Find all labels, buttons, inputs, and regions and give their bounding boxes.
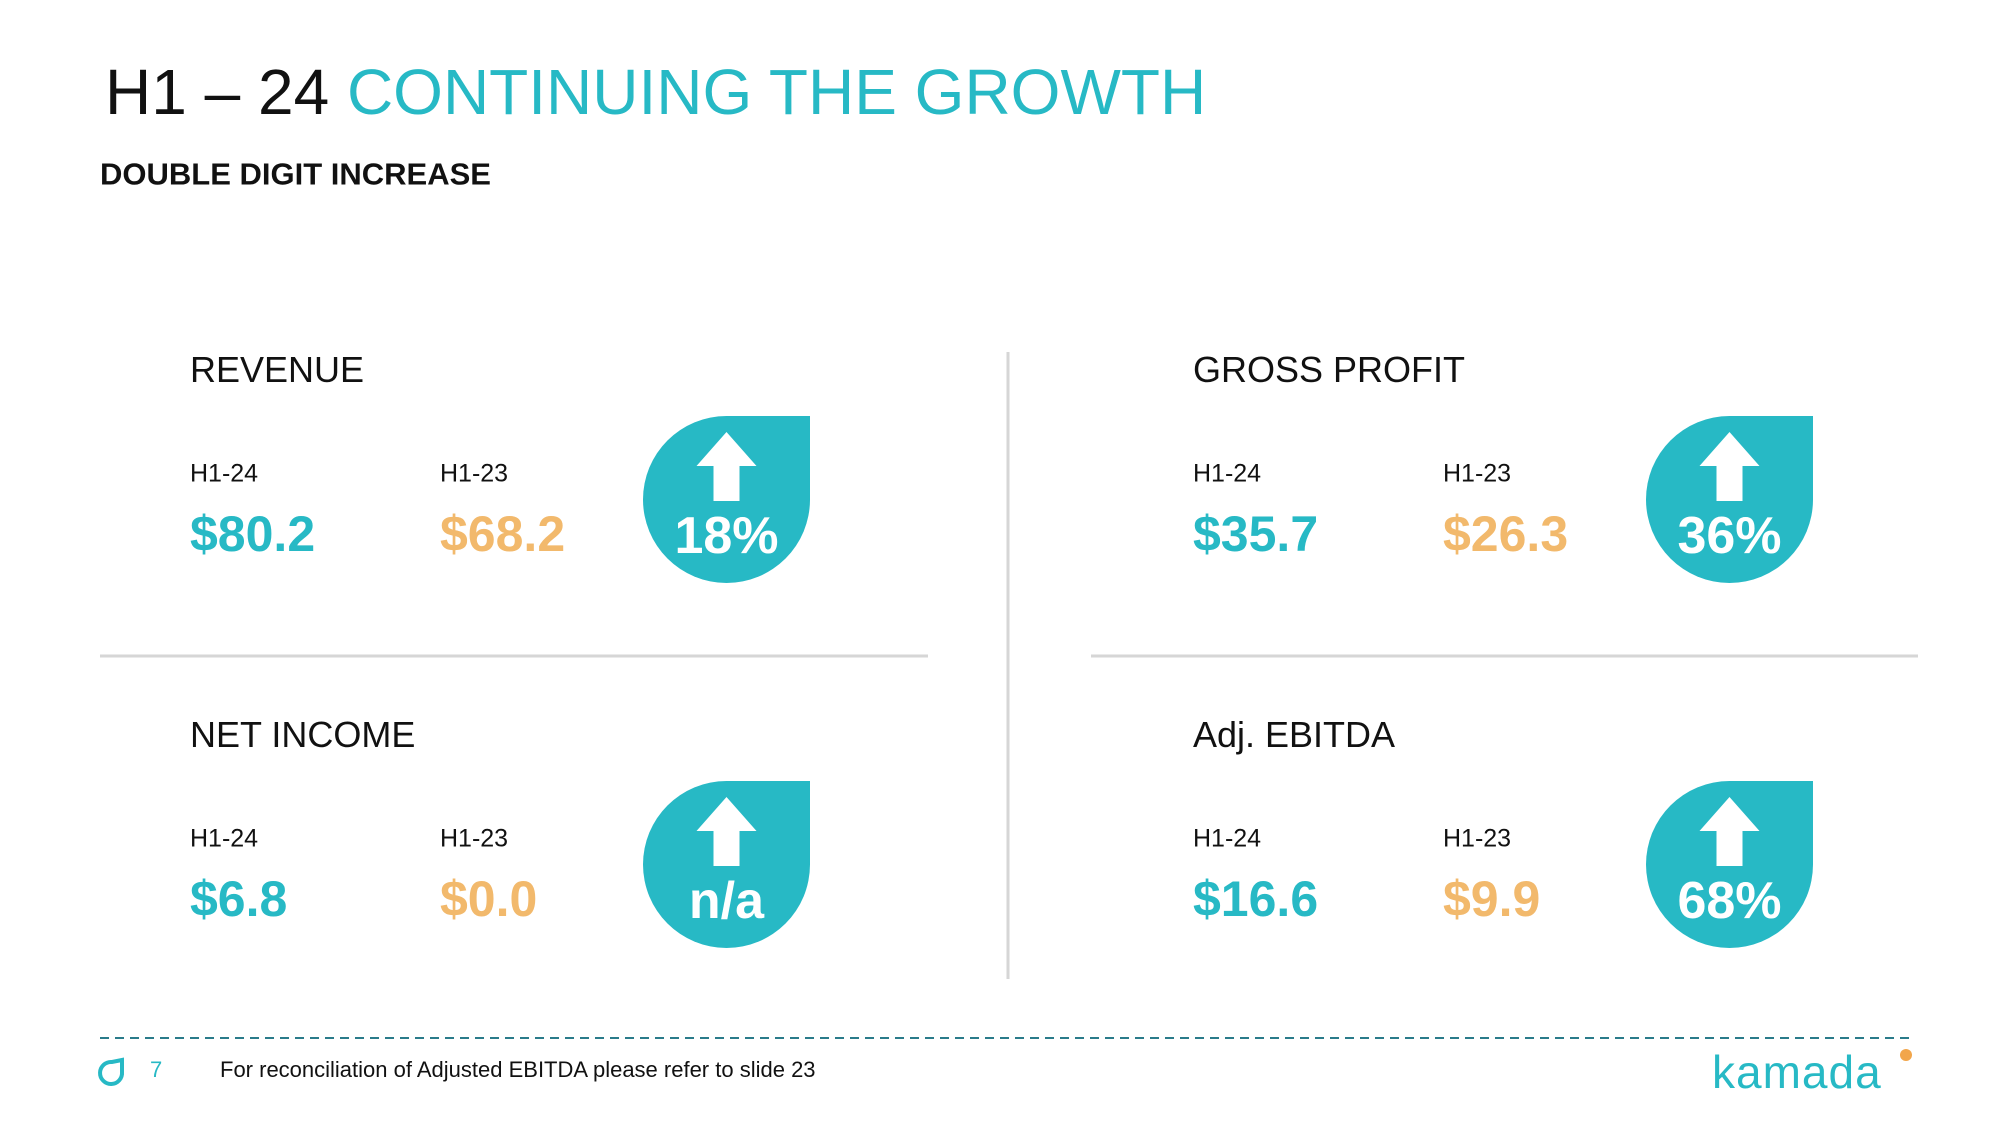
prior-value: $9.9 xyxy=(1443,871,1541,927)
metric-name: NET INCOME xyxy=(190,714,416,755)
change-value: 36% xyxy=(1677,507,1782,565)
period-label: H1-24 xyxy=(1193,459,1262,488)
period-label: H1-23 xyxy=(1443,459,1512,488)
prior-value: $26.3 xyxy=(1443,506,1569,562)
title: H1 – 24 CONTINUING THE GROWTH xyxy=(105,60,1206,124)
up-arrow xyxy=(1699,432,1760,501)
logo: kamada xyxy=(1712,1046,1882,1098)
metric-name: Adj. EBITDA xyxy=(1193,714,1396,755)
up-arrow xyxy=(1699,797,1760,866)
title-prefix: H1 – 24 xyxy=(105,56,330,128)
growth-badge xyxy=(1646,416,1813,583)
footer-icon xyxy=(98,1057,125,1086)
period-label: H1-24 xyxy=(1193,824,1262,853)
change-value: 18% xyxy=(674,507,779,565)
current-value: $16.6 xyxy=(1193,871,1319,927)
period-label: H1-23 xyxy=(440,824,509,853)
period-label: H1-23 xyxy=(1443,824,1512,853)
prior-value: $68.2 xyxy=(440,506,566,562)
period-label: H1-24 xyxy=(190,459,259,488)
footnote: For reconciliation of Adjusted EBITDA pl… xyxy=(220,1057,816,1082)
current-value: $6.8 xyxy=(190,871,288,927)
up-arrow xyxy=(696,797,757,866)
current-value: $35.7 xyxy=(1193,506,1319,562)
page-number: 7 xyxy=(150,1057,163,1082)
change-value: 68% xyxy=(1677,872,1782,930)
prior-value: $0.0 xyxy=(440,871,538,927)
growth-badge xyxy=(1646,781,1813,948)
current-value: $80.2 xyxy=(190,506,316,562)
title-highlight: CONTINUING THE GROWTH xyxy=(346,56,1207,128)
logo-dot xyxy=(1900,1049,1912,1061)
metric-name: GROSS PROFIT xyxy=(1193,349,1466,390)
period-label: H1-23 xyxy=(440,459,509,488)
growth-badge xyxy=(643,781,810,948)
period-label: H1-24 xyxy=(190,824,259,853)
change-value: n/a xyxy=(688,872,765,930)
subtitle: DOUBLE DIGIT INCREASE xyxy=(100,156,491,192)
metric-name: REVENUE xyxy=(190,349,365,390)
up-arrow xyxy=(696,432,757,501)
growth-badge xyxy=(643,416,810,583)
